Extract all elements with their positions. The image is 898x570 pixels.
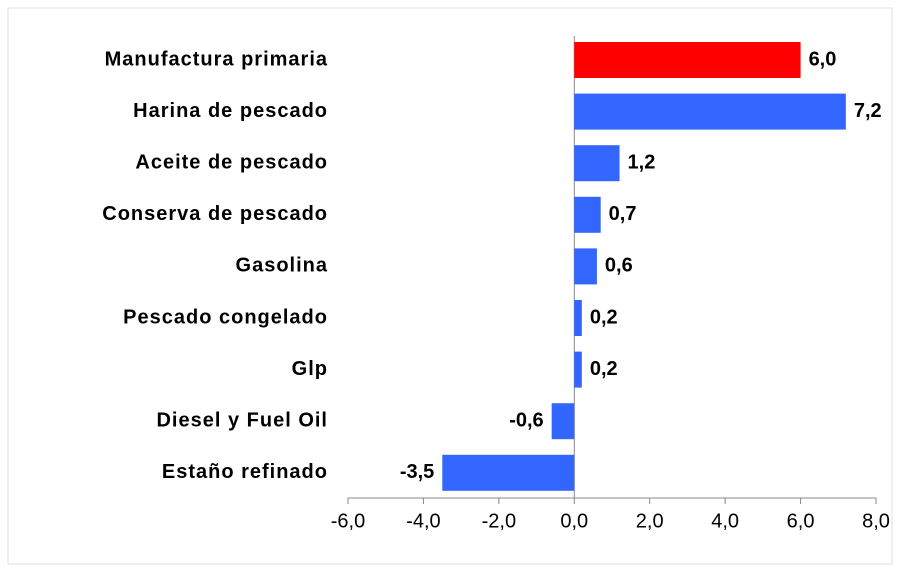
category-label: Aceite de pescado [135, 151, 328, 173]
category-label: Pescado congelado [123, 306, 328, 328]
bar [574, 196, 601, 233]
x-tick-label: -6,0 [331, 510, 365, 532]
category-label: Gasolina [236, 255, 328, 277]
value-label: 0,2 [590, 306, 618, 328]
bar [574, 93, 846, 130]
category-label: Harina de pescado [133, 100, 328, 122]
bar [574, 145, 620, 182]
category-label: Glp [292, 358, 328, 380]
bar [442, 454, 575, 491]
x-tick-label: 4,0 [711, 510, 739, 532]
value-label: 6,0 [809, 48, 837, 70]
x-tick-label: 0,0 [560, 510, 588, 532]
value-label: -0,6 [509, 409, 543, 431]
value-label: 0,7 [609, 203, 637, 225]
value-label: 0,6 [605, 255, 633, 277]
value-label: 7,2 [854, 100, 882, 122]
bar [574, 351, 582, 388]
bar [574, 300, 582, 336]
x-tick-label: -2,0 [482, 510, 516, 532]
x-tick-label: 2,0 [636, 510, 664, 532]
value-label: 0,2 [590, 358, 618, 380]
x-tick-label: -4,0 [406, 510, 440, 532]
chart-border [7, 7, 893, 565]
bar [574, 42, 801, 78]
category-label: Conserva de pescado [102, 203, 328, 225]
value-label: 1,2 [628, 151, 656, 173]
bar [574, 248, 597, 285]
category-label: Manufactura primaria [105, 48, 328, 70]
category-label: Diesel y Fuel Oil [156, 409, 328, 431]
category-label: Estaño refinado [162, 461, 328, 483]
x-tick-label: 8,0 [862, 510, 890, 532]
x-tick-label: 6,0 [787, 510, 815, 532]
value-label: -3,5 [400, 461, 434, 483]
bar [551, 403, 575, 440]
